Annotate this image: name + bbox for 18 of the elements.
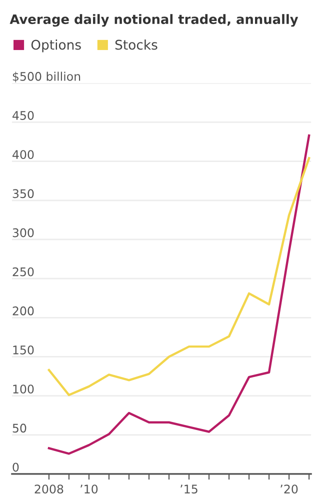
x-tick-label: ’10: [80, 484, 98, 494]
y-tick-label: 50: [12, 424, 26, 433]
y-tick-label: 200: [12, 306, 34, 316]
x-tick-label: ’20: [280, 484, 298, 494]
y-tick-label: 100: [13, 384, 34, 394]
y-tick-label: 450: [12, 111, 34, 120]
legend-label: Options: [31, 40, 81, 52]
legend-label: Stocks: [115, 40, 158, 50]
y-tick-label: 300: [12, 228, 34, 238]
y-tick-label: 250: [12, 267, 34, 276]
chart-title: Average daily notional traded, annually: [10, 14, 298, 27]
y-tick-label: 350: [12, 189, 34, 198]
y-tick-label: $500 billion: [12, 72, 80, 82]
x-tick-label: 2008: [34, 484, 64, 494]
y-tick-label: 400: [12, 150, 34, 160]
y-tick-label: 0: [12, 462, 19, 472]
y-tick-label: 150: [13, 346, 34, 354]
x-tick-label: ’15: [180, 484, 198, 494]
